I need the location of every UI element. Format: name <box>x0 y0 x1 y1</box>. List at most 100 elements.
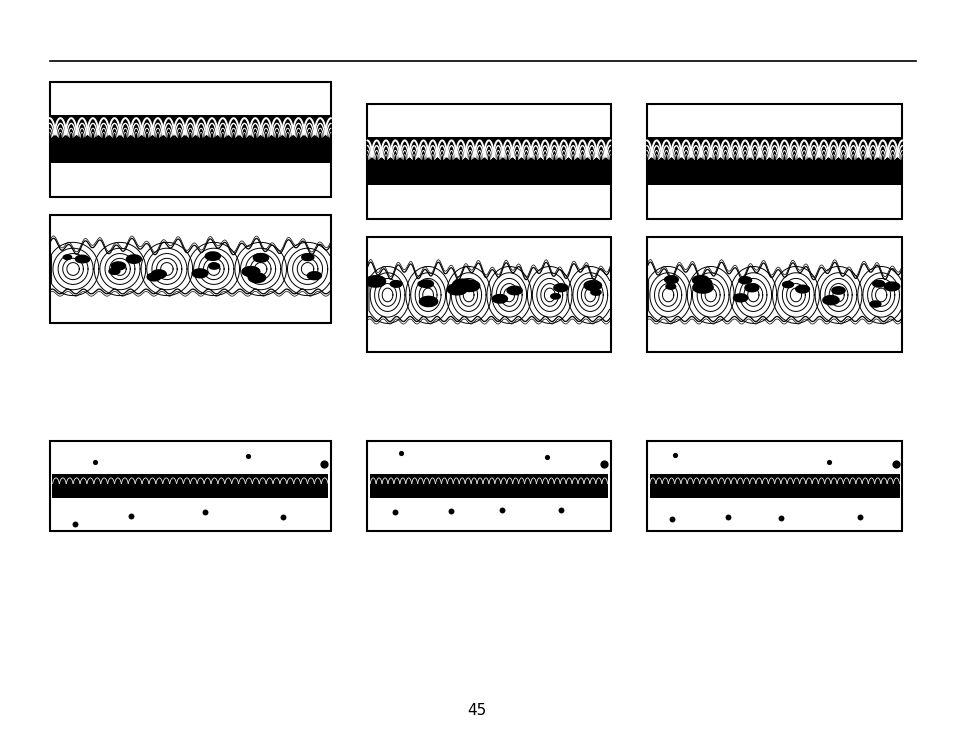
Point <box>262 220 277 232</box>
Point <box>170 287 185 299</box>
Point <box>216 294 232 306</box>
Point <box>54 97 70 109</box>
Point <box>759 200 774 211</box>
Point <box>518 504 534 516</box>
Point <box>88 93 103 105</box>
Point <box>384 274 399 286</box>
Point <box>690 110 705 122</box>
Point <box>655 311 670 323</box>
Point <box>65 453 80 465</box>
Point <box>476 333 492 345</box>
Point <box>811 514 826 526</box>
Bar <box>50 115 331 163</box>
Point <box>72 289 88 301</box>
Bar <box>646 104 902 219</box>
Point <box>255 227 271 239</box>
Polygon shape <box>109 268 120 275</box>
Point <box>422 257 437 269</box>
Point <box>527 328 542 340</box>
Point <box>851 244 866 256</box>
Point <box>581 134 597 145</box>
Point <box>110 98 125 110</box>
Point <box>132 171 148 183</box>
Point <box>806 280 821 292</box>
Polygon shape <box>205 252 220 260</box>
Point <box>182 303 197 315</box>
Point <box>669 308 684 320</box>
Point <box>453 202 468 214</box>
Point <box>795 180 810 191</box>
Point <box>825 127 841 139</box>
Point <box>552 183 567 194</box>
Point <box>441 307 456 319</box>
Point <box>470 329 485 341</box>
Point <box>861 339 876 351</box>
Polygon shape <box>694 278 711 288</box>
Point <box>813 448 828 460</box>
Point <box>464 496 479 508</box>
Point <box>456 127 471 139</box>
Point <box>91 444 107 456</box>
Point <box>838 107 853 119</box>
Point <box>386 315 401 327</box>
Point <box>792 266 807 278</box>
Point <box>809 503 824 515</box>
Point <box>801 132 817 144</box>
Point <box>112 93 128 105</box>
Point <box>792 460 807 472</box>
Point <box>391 293 406 305</box>
Point <box>89 226 104 238</box>
Point <box>429 280 444 292</box>
Point <box>811 490 826 502</box>
Point <box>802 501 818 513</box>
Point <box>660 455 676 467</box>
Point <box>223 252 238 264</box>
Point <box>299 247 314 259</box>
Point <box>522 266 537 278</box>
Point <box>426 290 441 302</box>
Point <box>534 505 549 516</box>
Point <box>573 108 588 119</box>
Point <box>836 128 851 139</box>
Point <box>677 328 692 340</box>
Point <box>717 470 732 482</box>
Point <box>189 260 204 272</box>
Point <box>731 194 746 206</box>
Point <box>762 114 778 126</box>
Point <box>70 499 85 511</box>
Point <box>561 198 577 210</box>
Polygon shape <box>127 255 141 263</box>
Point <box>382 327 397 339</box>
Point <box>234 444 250 456</box>
Point <box>796 302 811 314</box>
Point <box>405 277 420 289</box>
Point <box>375 255 390 266</box>
Point <box>434 260 449 272</box>
Point <box>227 217 242 229</box>
Point <box>214 447 230 459</box>
Point <box>56 493 71 505</box>
Point <box>856 492 871 504</box>
Point <box>234 220 250 232</box>
Point <box>549 278 564 290</box>
Point <box>178 448 193 460</box>
Point <box>836 458 851 470</box>
Point <box>858 272 873 284</box>
Point <box>847 187 862 199</box>
Point <box>104 294 119 306</box>
Point <box>702 323 718 335</box>
Point <box>469 104 484 116</box>
Point <box>536 183 551 195</box>
Point <box>456 240 472 252</box>
Point <box>743 278 759 289</box>
Point <box>212 503 227 515</box>
Point <box>112 291 127 303</box>
Point <box>799 326 814 338</box>
Point <box>852 510 867 522</box>
Point <box>302 176 317 188</box>
Point <box>149 283 164 295</box>
Point <box>740 463 755 475</box>
Point <box>455 118 470 130</box>
Point <box>586 464 601 476</box>
Point <box>811 196 826 208</box>
